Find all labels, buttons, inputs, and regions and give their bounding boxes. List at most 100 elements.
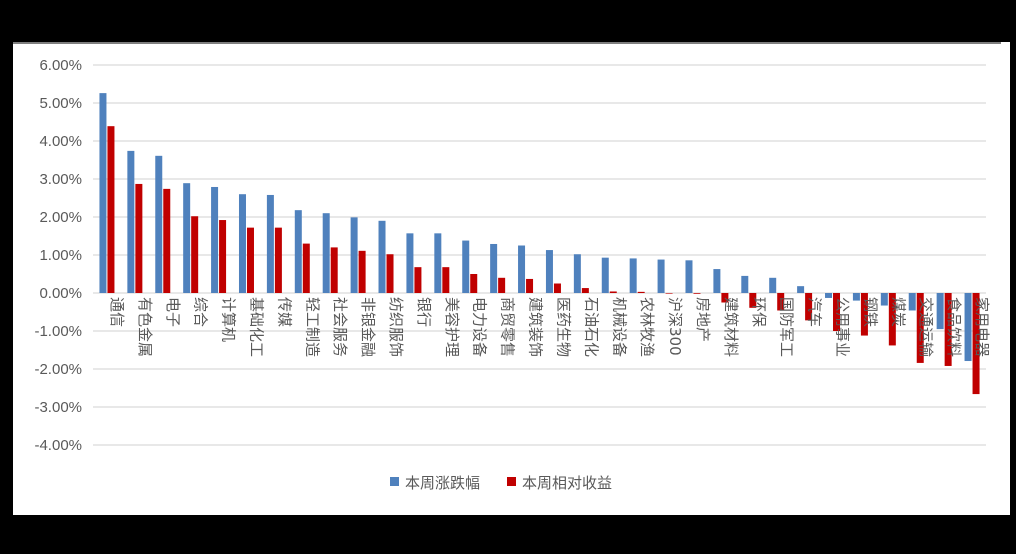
bar-weekly-change (211, 186, 219, 293)
bar-relative-return (888, 293, 896, 346)
y-tick-label: -1.00% (34, 323, 82, 340)
bar-relative-return (665, 293, 673, 294)
y-tick-label: 5.00% (39, 95, 82, 112)
bar-relative-return (498, 277, 506, 293)
bar-weekly-change (601, 257, 609, 293)
x-tick-label: 计算机 (220, 297, 238, 342)
bar-relative-return (553, 283, 561, 293)
bar-relative-return (219, 220, 227, 293)
bar-weekly-change (936, 293, 944, 330)
bar-weekly-change (183, 183, 191, 293)
bar-relative-return (302, 243, 310, 293)
top-divider (13, 42, 1001, 44)
bar-relative-return (637, 291, 645, 293)
bar-weekly-change (573, 254, 581, 293)
bar-weekly-change (964, 293, 972, 362)
x-tick-label: 通信 (108, 297, 126, 327)
bar-relative-return (805, 293, 813, 321)
x-tick-label: 传媒 (275, 297, 293, 327)
bar-weekly-change (99, 93, 107, 294)
bar-relative-return (749, 293, 757, 308)
bar-relative-return (330, 247, 338, 293)
bar-weekly-change (462, 240, 470, 293)
bars (99, 93, 980, 395)
x-tick-label: 钢铁 (861, 297, 879, 327)
bar-weekly-change (434, 233, 442, 293)
bar-weekly-change (685, 260, 693, 293)
bar-weekly-change (545, 250, 553, 293)
y-axis: 6.00% 5.00% 4.00% 3.00% 2.00% 1.00% 0.00% -1.00… (34, 57, 82, 454)
y-tick-label: -3.00% (34, 399, 82, 416)
x-tick-label: 建筑装饰 (527, 297, 545, 357)
y-tick-label: 0.00% (39, 285, 82, 302)
bar-relative-return (191, 216, 199, 293)
y-tick-label: -2.00% (34, 361, 82, 378)
bar-relative-return (860, 293, 868, 336)
x-tick-label: 国防军工 (778, 297, 796, 357)
x-tick-label: 家用电器 (973, 297, 991, 357)
x-tick-label: 汽车 (806, 297, 824, 327)
legend-label-series-1: 本周涨跌幅 (405, 474, 480, 492)
bar-weekly-change (741, 275, 749, 293)
bar-weekly-change (713, 269, 721, 293)
bar-weekly-change (518, 245, 526, 293)
x-tick-label: 医药生物 (554, 297, 572, 357)
bar-relative-return (916, 293, 924, 363)
bar-weekly-change (406, 233, 414, 293)
x-tick-label: 建筑材料 (722, 297, 740, 357)
legend-swatch-series-1 (390, 477, 399, 486)
x-tick-label: 基础化工 (247, 297, 265, 357)
x-tick-label: 商贸零售 (499, 297, 517, 357)
x-tick-label: 轻工制造 (303, 297, 321, 357)
x-tick-label: 电力设备 (471, 297, 489, 357)
y-tick-label: -4.00% (34, 437, 82, 454)
x-tick-label: 有色金属 (136, 297, 154, 357)
x-tick-label: 综合 (192, 297, 210, 327)
bar-relative-return (581, 288, 589, 293)
x-tick-label: 房地产 (694, 297, 712, 342)
bar-weekly-change (266, 194, 274, 293)
bar-weekly-change (322, 213, 330, 293)
y-tick-label: 6.00% (39, 57, 82, 74)
x-tick-label: 非银金融 (359, 297, 377, 357)
bar-relative-return (135, 183, 143, 293)
bar-relative-return (609, 291, 617, 293)
x-tick-label: 美容护理 (443, 297, 461, 357)
bar-relative-return (414, 267, 422, 293)
bar-weekly-change (238, 194, 246, 293)
x-tick-label: 公用事业 (834, 297, 852, 357)
x-axis-labels: 通信 有色金属 电子 综合 计算机 基础化工 传媒 轻工制造 社会服务 非银金融 纺织服饰 银行 美容护… (108, 297, 991, 357)
x-tick-label: 石油石化 (582, 297, 600, 357)
bar-weekly-change (350, 217, 358, 293)
bar-relative-return (833, 293, 841, 331)
bar-relative-return (777, 293, 785, 311)
bar-weekly-change (797, 286, 805, 293)
bar-weekly-change (908, 293, 916, 311)
bar-weekly-change (657, 259, 665, 293)
x-tick-label: 食品饮料 (945, 297, 963, 357)
bar-relative-return (693, 293, 701, 294)
x-tick-label: 交通运输 (917, 297, 935, 357)
bar-relative-return (972, 293, 980, 395)
legend-label-series-2: 本周相对收益 (522, 474, 612, 492)
legend-swatch-series-2 (507, 477, 516, 486)
bar-relative-return (526, 278, 534, 293)
x-tick-label: 煤炭 (889, 297, 907, 327)
x-tick-label: 农林牧渔 (638, 297, 656, 357)
x-tick-label: 纺织服饰 (387, 297, 405, 357)
bar-weekly-change (629, 258, 637, 293)
x-tick-label: 机械设备 (610, 297, 628, 357)
y-tick-label: 3.00% (39, 171, 82, 188)
bar-weekly-change (378, 220, 386, 293)
bar-relative-return (721, 293, 729, 303)
y-tick-label: 4.00% (39, 133, 82, 150)
bar-relative-return (470, 274, 478, 293)
bar-weekly-change (769, 277, 777, 293)
y-tick-label: 2.00% (39, 209, 82, 226)
x-tick-label: 电子 (164, 297, 182, 327)
bar-weekly-change (825, 293, 833, 298)
bar-weekly-change (294, 210, 302, 293)
chart-panel (13, 42, 1010, 515)
bar-relative-return (274, 227, 282, 293)
